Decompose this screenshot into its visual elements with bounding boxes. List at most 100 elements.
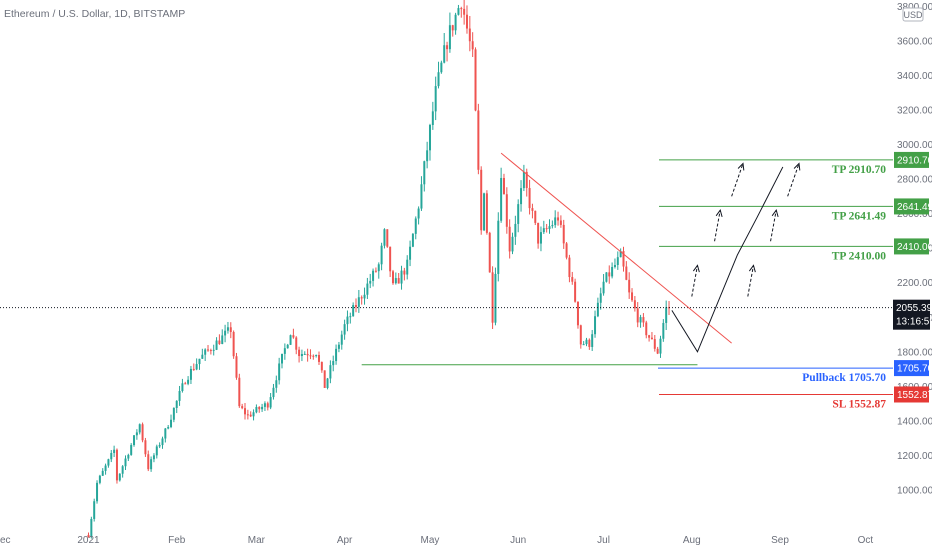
projection-arrow: [770, 209, 779, 242]
candle-down: [323, 370, 326, 388]
candle-up: [195, 364, 198, 370]
candle-up: [423, 161, 426, 185]
time-axis[interactable]: ec 2021 Feb Mar Apr May Jun Jul Aug Sep Oct: [0, 535, 873, 546]
level-price-tag: 1552.87: [894, 386, 932, 403]
candle-up: [343, 324, 346, 335]
projection-arrow: [714, 209, 723, 242]
candle-up: [514, 223, 517, 237]
price-tick-label: 1000.00: [897, 486, 932, 497]
price-tick-label: 3400.00: [897, 71, 932, 82]
price-tick-label: 3000.00: [897, 140, 932, 151]
candle-up: [315, 355, 318, 357]
candle-down: [309, 355, 312, 357]
candle-up: [278, 363, 281, 381]
candle-up: [352, 305, 355, 317]
price-axis[interactable]: 1000.001200.001400.001600.001800.002000.…: [893, 2, 932, 497]
candle-down: [144, 440, 147, 455]
candle-down: [184, 383, 187, 385]
level-label: TP 2410.00: [832, 250, 887, 262]
candle-down: [354, 305, 357, 307]
trendline: [500, 152, 732, 344]
candle-down: [568, 257, 571, 278]
candle-up: [380, 245, 383, 265]
candle-up: [161, 438, 164, 446]
candle-up: [332, 361, 335, 366]
level-price-tag-label: 1705.70: [897, 364, 932, 375]
candle-up: [187, 379, 190, 384]
candle-up: [261, 406, 264, 410]
candle-down: [622, 251, 625, 267]
candle-up: [135, 432, 138, 436]
candle-down: [360, 297, 363, 299]
candle-up: [377, 264, 380, 272]
candle-down: [238, 377, 241, 407]
candle-up: [551, 225, 554, 227]
candle-down: [320, 361, 323, 371]
candle-up: [500, 177, 503, 221]
arrow-shaft: [714, 210, 721, 242]
candle-up: [383, 229, 386, 246]
candle-up: [582, 344, 585, 346]
candle-down: [488, 232, 491, 273]
candle-up: [448, 25, 451, 50]
price-tick-label: 2200.00: [897, 278, 932, 289]
candle-up: [226, 327, 229, 331]
candle-down: [576, 301, 579, 326]
price-tick-label: 3600.00: [897, 36, 932, 47]
candle-up: [224, 330, 227, 336]
level-price-tag-bg: [894, 360, 929, 377]
candle-up: [548, 226, 551, 230]
candle-up: [497, 220, 500, 274]
candle-up: [118, 473, 121, 481]
candle-down: [645, 322, 648, 336]
candle-up: [409, 246, 412, 260]
candle-up: [98, 475, 101, 483]
candle-down: [628, 279, 631, 293]
candle-up: [591, 334, 594, 347]
price-tick-label: 3800.00: [897, 2, 932, 13]
candle-up: [420, 184, 423, 209]
arrow-head: [692, 264, 700, 273]
candle-up: [414, 218, 417, 234]
candle-up: [539, 232, 542, 244]
candle-down: [258, 406, 261, 410]
candle-up: [283, 348, 286, 354]
candle-up: [599, 293, 602, 303]
candle-up: [170, 419, 173, 428]
candle-up: [434, 86, 437, 112]
level-price-tag-bg: [894, 386, 929, 403]
candle-up: [104, 465, 107, 471]
arrow-head: [737, 162, 745, 171]
candle-up: [406, 259, 409, 275]
projection-arrow: [747, 264, 756, 297]
candle-down: [451, 25, 454, 31]
candle-up: [372, 270, 375, 281]
candle-down: [246, 414, 249, 416]
candle-up: [326, 378, 329, 388]
candle-down: [192, 368, 195, 370]
candle-up: [113, 449, 116, 453]
candle-up: [494, 273, 497, 323]
candle-down: [625, 266, 628, 280]
candle-up: [90, 518, 93, 537]
price-tick-label: 3200.00: [897, 105, 932, 116]
candle-down: [235, 356, 238, 378]
candle-up: [212, 349, 215, 351]
chart-drawings: TP 2910.70 TP 2641.49 TP 2410.00 Pullback 1…: [0, 152, 893, 410]
candlestick-series: [87, 0, 671, 539]
level-label: TP 2641.49: [832, 210, 887, 222]
candle-up: [164, 428, 167, 439]
time-tick-label: Jun: [510, 535, 526, 546]
candle-down: [468, 28, 471, 42]
candle-down: [559, 220, 562, 225]
time-tick-label: Mar: [248, 535, 266, 546]
candle-up: [175, 400, 178, 408]
candle-down: [562, 224, 565, 244]
candle-up: [665, 307, 668, 323]
currency-badge[interactable]: USD: [902, 7, 924, 22]
candle-up: [263, 403, 266, 407]
candle-up: [349, 316, 352, 318]
candle-up: [252, 412, 255, 417]
candle-down: [485, 193, 488, 233]
